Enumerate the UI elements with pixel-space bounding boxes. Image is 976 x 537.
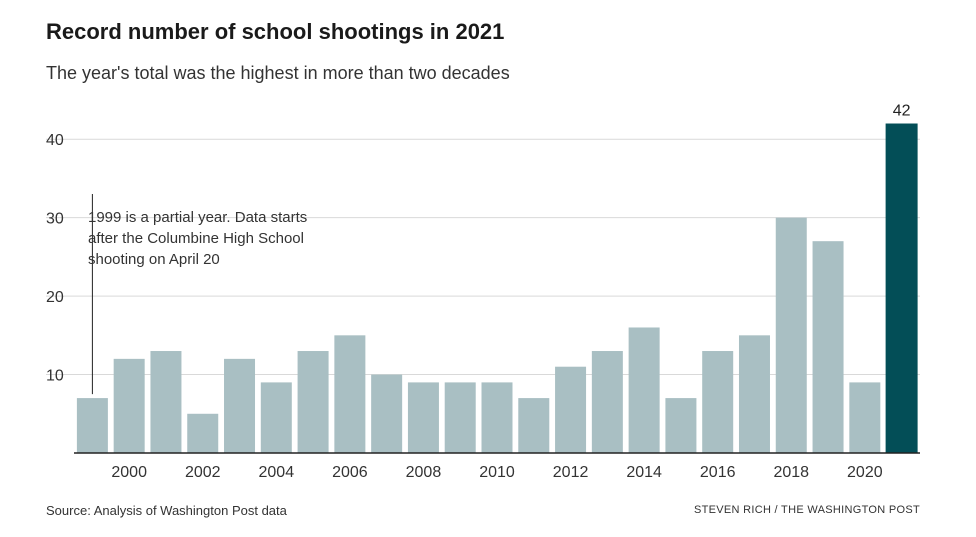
source-note: Source: Analysis of Washington Post data [46,503,287,518]
chart-title: Record number of school shootings in 202… [46,19,505,44]
bar-2005 [297,351,329,453]
annotation-line: 1999 is a partial year. Data starts [88,209,307,226]
y-tick-label: 20 [46,289,64,306]
bar-2002 [187,413,219,453]
y-tick-label: 10 [46,368,64,385]
bar-2012 [555,366,587,453]
bar-2007 [371,374,403,453]
bar-1999 [76,398,108,453]
x-tick-label: 2008 [406,464,442,481]
x-tick-label: 2010 [479,464,515,481]
x-tick-label: 2004 [259,464,295,481]
bar-2004 [260,382,292,453]
x-tick-label: 2020 [847,464,883,481]
bar-2021 [885,123,918,453]
x-tick-label: 2014 [626,464,662,481]
x-tick-label: 2000 [111,464,147,481]
bar-2011 [518,398,550,453]
annotation-line: shooting on April 20 [88,251,220,268]
bar-2016 [702,351,734,453]
annotation-line: after the Columbine High School [88,230,304,247]
bar-2018 [775,217,807,453]
credit-line: STEVEN RICH / THE WASHINGTON POST [693,504,920,516]
bar-2006 [334,335,366,453]
bar-2013 [591,351,623,453]
y-tick-label: 30 [46,211,64,228]
x-tick-label: 2006 [332,464,368,481]
bar-2001 [150,351,182,453]
bar-2010 [481,382,513,453]
x-tick-label: 2002 [185,464,221,481]
bar-2008 [407,382,439,453]
x-tick-label: 2018 [773,464,809,481]
bar-2009 [444,382,476,453]
bar-2017 [738,335,770,453]
bar-2003 [224,358,256,453]
bar-2015 [665,398,697,453]
value-label-2021: 42 [893,103,911,120]
bar-2020 [849,382,881,453]
chart-subtitle: The year's total was the highest in more… [46,63,510,83]
bar-2000 [113,358,145,453]
y-tick-label: 40 [46,132,64,149]
bar-2019 [812,241,844,453]
x-tick-label: 2012 [553,464,589,481]
x-tick-label: 2016 [700,464,736,481]
bar-2014 [628,327,660,453]
